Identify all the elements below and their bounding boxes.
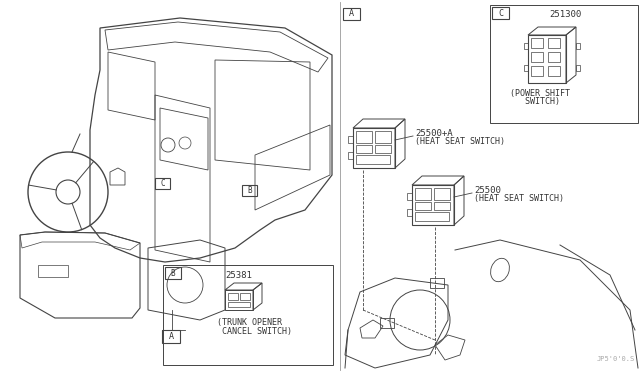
Text: (HEAT SEAT SWITCH): (HEAT SEAT SWITCH) <box>474 194 564 203</box>
Bar <box>531 66 543 76</box>
Bar <box>165 267 181 279</box>
Bar <box>407 193 412 200</box>
Text: CANCEL SWITCH): CANCEL SWITCH) <box>217 327 292 336</box>
Text: C: C <box>498 9 503 17</box>
Bar <box>356 145 372 153</box>
Bar <box>548 66 560 76</box>
Bar <box>531 52 543 62</box>
Text: A: A <box>349 10 354 19</box>
Bar <box>240 293 250 300</box>
Bar <box>348 152 353 159</box>
Bar <box>531 38 543 48</box>
Bar <box>434 188 450 200</box>
Bar <box>228 293 238 300</box>
Bar <box>415 202 431 210</box>
Text: B: B <box>171 269 175 278</box>
Text: B: B <box>247 186 252 195</box>
Bar <box>155 178 170 189</box>
Bar <box>548 38 560 48</box>
Bar <box>348 136 353 143</box>
Bar <box>353 128 395 168</box>
Bar <box>162 330 180 343</box>
Text: 25381: 25381 <box>225 271 252 280</box>
Bar <box>524 43 528 49</box>
Bar <box>407 209 412 216</box>
Bar <box>343 8 360 20</box>
Bar <box>375 131 391 143</box>
Text: 25500: 25500 <box>474 186 501 195</box>
Bar <box>412 185 454 225</box>
Text: A: A <box>168 332 173 341</box>
Bar <box>492 7 509 19</box>
Bar <box>528 35 566 83</box>
Text: 251300: 251300 <box>549 10 581 19</box>
Bar <box>225 290 253 310</box>
Bar <box>356 155 390 164</box>
Bar <box>242 185 257 196</box>
Text: (POWER SHIFT: (POWER SHIFT <box>510 89 570 98</box>
Bar <box>524 65 528 71</box>
Text: 25500+A: 25500+A <box>415 129 452 138</box>
Bar <box>356 131 372 143</box>
Text: (TRUNK OPENER: (TRUNK OPENER <box>217 318 282 327</box>
Bar <box>490 5 638 123</box>
Bar <box>228 302 250 307</box>
Bar <box>415 188 431 200</box>
Text: C: C <box>160 179 165 188</box>
Bar <box>548 52 560 62</box>
Text: SWITCH): SWITCH) <box>510 97 560 106</box>
Bar <box>434 202 450 210</box>
Bar <box>375 145 391 153</box>
Bar <box>380 318 394 328</box>
Bar <box>415 212 449 221</box>
Bar <box>163 265 333 365</box>
Text: JP5'0'0.S: JP5'0'0.S <box>596 356 635 362</box>
Bar <box>38 265 68 277</box>
Bar <box>430 278 444 288</box>
Text: (HEAT SEAT SWITCH): (HEAT SEAT SWITCH) <box>415 137 505 146</box>
Bar <box>576 65 580 71</box>
Bar <box>576 43 580 49</box>
